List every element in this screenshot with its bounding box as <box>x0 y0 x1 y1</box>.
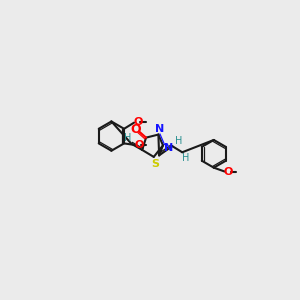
Text: N: N <box>155 124 164 134</box>
Text: H: H <box>124 134 131 143</box>
Text: O: O <box>130 123 141 136</box>
Text: O: O <box>224 167 233 176</box>
Text: H: H <box>182 153 189 164</box>
Text: O: O <box>134 140 143 150</box>
Text: H: H <box>175 136 182 146</box>
Text: O: O <box>133 117 142 127</box>
Text: S: S <box>151 159 159 169</box>
Text: N: N <box>164 143 173 153</box>
